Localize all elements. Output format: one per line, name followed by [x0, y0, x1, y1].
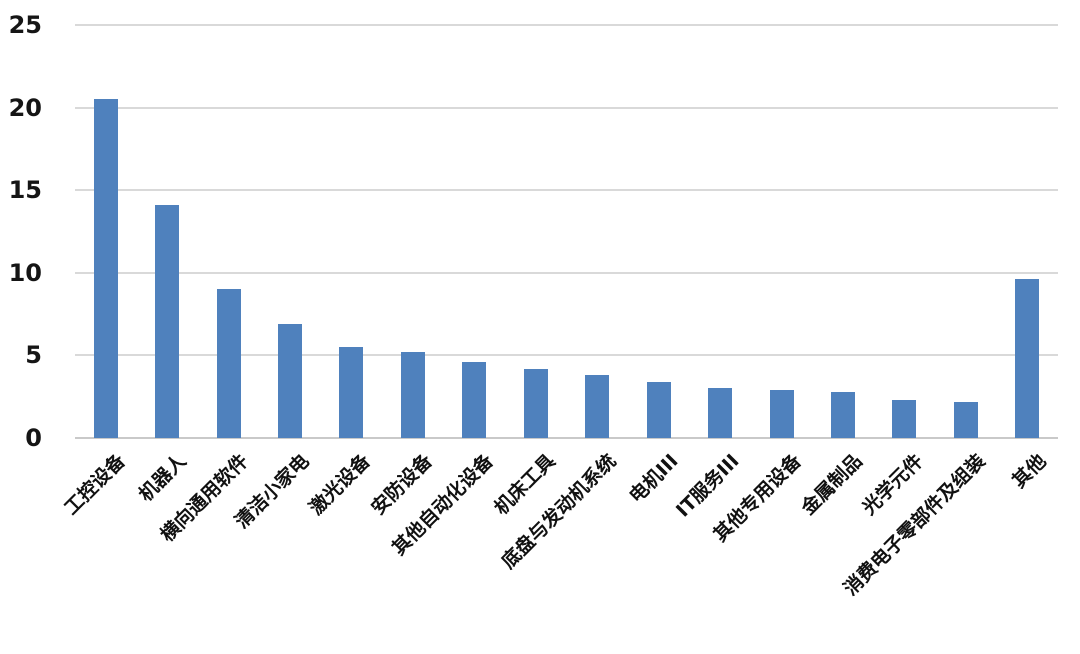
bar — [462, 362, 487, 438]
bar — [892, 400, 917, 438]
bar — [216, 289, 241, 438]
bar — [708, 388, 733, 438]
bar — [830, 391, 855, 438]
x-axis-line — [75, 437, 1058, 439]
gridline — [75, 24, 1058, 26]
gridline — [75, 106, 1058, 109]
bar — [93, 99, 118, 438]
gridline — [75, 271, 1058, 274]
bar — [523, 368, 548, 438]
y-axis-tick-label: 10 — [8, 258, 42, 287]
bar — [278, 324, 303, 438]
bar — [585, 375, 610, 438]
bar — [953, 401, 978, 438]
y-axis-tick-label: 15 — [8, 176, 42, 205]
bar — [339, 347, 364, 438]
bar — [155, 205, 180, 438]
y-axis-tick-label: 20 — [8, 93, 42, 122]
gridline — [75, 354, 1058, 357]
bar — [400, 352, 425, 438]
bar — [646, 381, 671, 438]
y-axis-tick-label: 25 — [8, 11, 42, 39]
bar — [769, 390, 794, 438]
y-axis-tick-label: 5 — [25, 341, 42, 370]
bar — [1015, 279, 1040, 438]
gridline — [75, 189, 1058, 192]
y-axis-tick-label: 0 — [25, 424, 42, 452]
